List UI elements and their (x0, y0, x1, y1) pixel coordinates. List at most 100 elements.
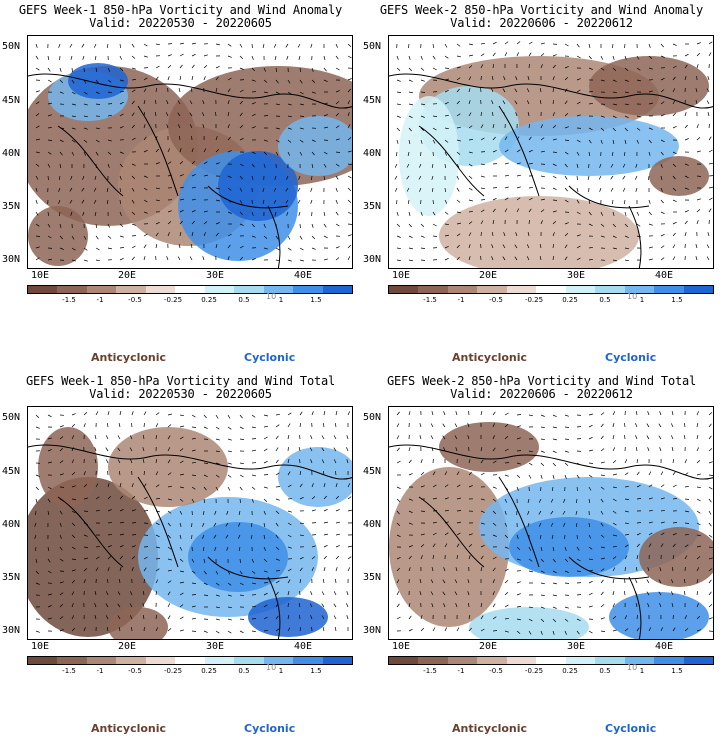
wind-arrow (287, 546, 292, 549)
wind-arrow (552, 630, 555, 635)
wind-arrow (455, 447, 458, 452)
wind-arrow (396, 423, 400, 428)
wind-arrow (203, 148, 207, 153)
wind-arrow (480, 628, 485, 632)
wind-arrow (275, 247, 280, 251)
wind-arrow (191, 186, 196, 189)
wind-arrow (671, 447, 674, 452)
wind-arrow (215, 474, 220, 478)
wind-arrow (275, 127, 280, 130)
wind-arrow (468, 543, 473, 548)
lon-label: 40E (294, 270, 313, 281)
wind-arrow (251, 223, 255, 228)
wind-arrow (71, 546, 76, 550)
colorbar-swatch (145, 286, 176, 293)
wind-arrow (696, 460, 701, 464)
vorticity-blob (278, 116, 352, 176)
wind-arrow (335, 43, 338, 48)
wind-arrow (696, 435, 699, 440)
lon-label: 10E (31, 641, 50, 652)
colorbar-tick: 0.5 (599, 667, 611, 675)
wind-arrow (516, 425, 521, 428)
wind-arrow (35, 246, 40, 249)
lat-label: 35N (2, 201, 21, 212)
wind-arrow (636, 115, 641, 118)
wind-arrow (286, 175, 289, 180)
wind-arrow (81, 43, 85, 48)
wind-arrow (215, 187, 220, 190)
wind-arrow (70, 175, 73, 180)
wind-arrow (708, 186, 713, 189)
lat-label: 45N (363, 466, 382, 477)
wind-arrow (562, 510, 566, 515)
wind-arrow (179, 604, 184, 608)
wind-arrow (131, 187, 135, 192)
wind-arrow (564, 546, 567, 551)
wind-arrow (672, 187, 677, 192)
wind-arrow (251, 67, 256, 72)
wind-arrow (646, 435, 650, 440)
wind-arrow (203, 65, 208, 69)
wind-arrow (492, 498, 497, 502)
wind-arrow (215, 148, 220, 153)
wind-arrow (624, 139, 627, 144)
wind-arrow (576, 558, 581, 562)
wind-arrow (419, 591, 422, 596)
wind-arrow (333, 591, 337, 596)
lon-label: 40E (655, 270, 674, 281)
wind-arrow (576, 163, 579, 168)
wind-arrow (47, 461, 52, 464)
colorbar-swatch (506, 286, 537, 293)
colorbar-tick: 0.5 (238, 296, 250, 304)
wind-arrow (119, 187, 121, 193)
wind-arrow (408, 55, 411, 60)
wind-arrow (298, 55, 301, 60)
wind-arrow (323, 151, 328, 155)
wind-arrow (129, 447, 133, 452)
wind-arrow (273, 43, 277, 48)
wind-arrow (273, 199, 277, 204)
wind-arrow (516, 462, 521, 465)
wind-arrow (107, 67, 111, 72)
wind-arrow (347, 187, 352, 192)
wind-arrow (672, 484, 677, 488)
wind-arrow (636, 543, 640, 548)
wind-arrow (695, 244, 698, 249)
wind-arrow (71, 435, 75, 440)
wind-arrow (107, 79, 112, 83)
wind-arrow (334, 423, 337, 428)
wind-arrow (227, 233, 232, 237)
wind-arrow (528, 52, 532, 57)
wind-arrow (708, 461, 713, 464)
wind-arrow (624, 67, 629, 72)
wind-arrow (83, 127, 88, 130)
wind-arrow (502, 256, 506, 261)
wind-arrow (117, 615, 121, 620)
vorticity-map (388, 35, 714, 269)
vorticity-blob (439, 196, 639, 268)
wind-arrow (251, 151, 256, 155)
wind-arrow (335, 55, 339, 60)
wind-arrow (131, 534, 137, 536)
wind-arrow (347, 150, 352, 153)
wind-arrow (251, 558, 255, 563)
wind-arrow (335, 521, 340, 524)
wind-arrow (299, 91, 304, 95)
wind-arrow (191, 437, 196, 440)
wind-arrow (588, 486, 592, 491)
wind-arrow (420, 127, 425, 132)
wind-arrow (708, 568, 713, 572)
wind-arrow (672, 614, 674, 620)
wind-arrow (480, 231, 482, 237)
wind-arrow (708, 448, 713, 452)
wind-arrow (107, 555, 112, 560)
wind-arrow (155, 627, 159, 632)
wind-arrow (456, 88, 460, 93)
wind-arrow (516, 534, 519, 539)
wind-arrow (636, 67, 641, 71)
wind-arrow (179, 174, 184, 177)
wind-arrow (251, 449, 256, 452)
wind-arrow (552, 220, 557, 225)
wind-arrow (672, 459, 675, 464)
wind-arrow (528, 186, 533, 189)
